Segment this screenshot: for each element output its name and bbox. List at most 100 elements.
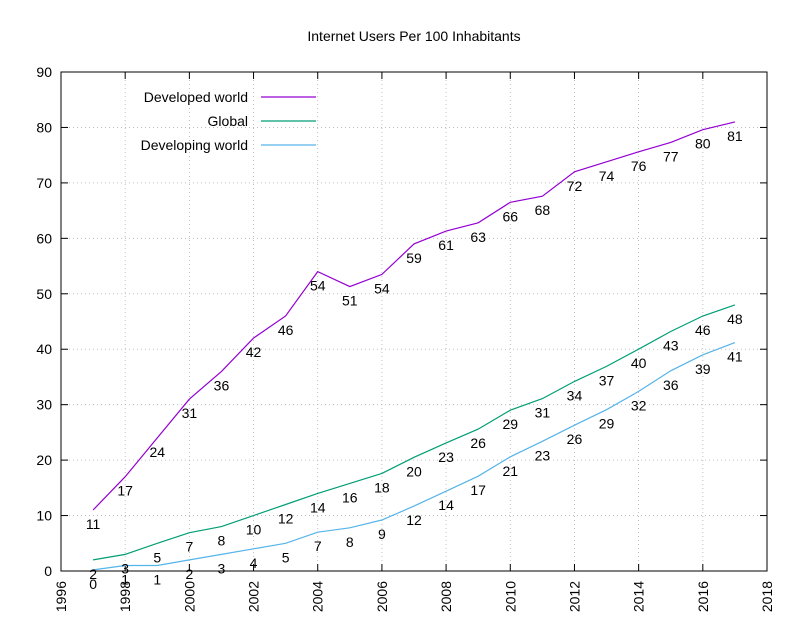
legend-label: Developing world xyxy=(141,137,248,153)
x-tick-label: 2000 xyxy=(181,581,197,612)
y-tick-label: 10 xyxy=(36,508,52,524)
y-tick-label: 90 xyxy=(36,64,52,80)
x-tick-labels: 1996 1998 2000 2002 2004 2006 2008 2010 2012 2014… xyxy=(53,581,775,612)
x-tick-label: 2002 xyxy=(246,581,262,612)
data-label: 59 xyxy=(406,250,422,266)
data-label: 2 xyxy=(89,566,97,582)
data-label: 12 xyxy=(406,512,422,528)
data-label: 12 xyxy=(278,510,294,526)
legend: Developed world Global Developing world xyxy=(141,89,316,153)
y-tick-label: 60 xyxy=(36,230,52,246)
data-label: 23 xyxy=(438,449,454,465)
data-label: 2 xyxy=(185,566,193,582)
y-tick-label: 50 xyxy=(36,286,52,302)
data-label: 68 xyxy=(535,202,551,218)
data-label: 3 xyxy=(218,560,226,576)
y-tick-label: 80 xyxy=(36,119,52,135)
data-label: 24 xyxy=(149,444,165,460)
y-tick-label: 70 xyxy=(36,175,52,191)
data-label: 54 xyxy=(310,278,326,294)
data-label: 14 xyxy=(310,499,326,515)
legend-label: Global xyxy=(208,113,248,129)
data-label: 11 xyxy=(86,516,101,532)
x-tick-label: 2012 xyxy=(566,581,582,612)
data-label: 32 xyxy=(631,397,647,413)
x-tick-label: 2010 xyxy=(502,581,518,612)
data-label: 37 xyxy=(599,372,615,388)
data-label: 0 xyxy=(89,576,97,592)
data-label: 74 xyxy=(599,168,615,184)
data-label: 39 xyxy=(695,361,711,377)
y-tick-label: 40 xyxy=(36,341,52,357)
series-line-0 xyxy=(92,121,736,511)
y-tick-label: 0 xyxy=(44,563,52,579)
plot-frame xyxy=(60,71,768,572)
data-label: 7 xyxy=(314,538,322,554)
data-label: 36 xyxy=(214,377,230,393)
data-label: 23 xyxy=(535,447,551,463)
data-label: 43 xyxy=(663,337,679,353)
y-tick-label: 30 xyxy=(36,397,52,413)
data-label: 20 xyxy=(406,463,422,479)
data-label: 26 xyxy=(470,435,486,451)
data-label: 3 xyxy=(121,560,129,576)
x-tick-label: 2014 xyxy=(631,581,647,612)
data-label: 17 xyxy=(117,483,133,499)
data-label: 46 xyxy=(695,322,711,338)
data-label: 9 xyxy=(378,526,386,542)
x-tick-label: 2006 xyxy=(374,581,390,612)
data-label: 10 xyxy=(246,522,262,538)
x-tick-label: 1996 xyxy=(53,581,69,612)
series-line-1 xyxy=(92,304,736,561)
x-tick-label: 2008 xyxy=(438,581,454,612)
data-label: 14 xyxy=(438,497,454,513)
data-label: 76 xyxy=(631,158,647,174)
x-tick-label: 2004 xyxy=(310,581,326,612)
data-label: 18 xyxy=(374,479,390,495)
data-label: 5 xyxy=(282,549,290,565)
y-tick-label: 20 xyxy=(36,452,52,468)
x-tick-label: 1998 xyxy=(117,581,133,612)
data-label: 31 xyxy=(182,405,198,421)
chart-title: Internet Users Per 100 Inhabitants xyxy=(307,28,520,44)
data-label: 40 xyxy=(631,355,647,371)
data-label: 34 xyxy=(567,387,583,403)
data-label: 4 xyxy=(250,555,258,571)
data-label: 31 xyxy=(535,405,551,421)
data-label: 80 xyxy=(695,136,711,152)
data-label: 81 xyxy=(727,128,743,144)
data-label: 66 xyxy=(502,208,518,224)
data-label: 26 xyxy=(567,431,583,447)
data-label: 8 xyxy=(346,534,354,550)
data-label: 72 xyxy=(567,178,583,194)
data-label: 7 xyxy=(185,539,193,555)
data-label: 77 xyxy=(663,148,679,164)
series-lines xyxy=(92,121,736,571)
grid-lines xyxy=(61,72,767,571)
data-label: 46 xyxy=(278,322,294,338)
data-label: 61 xyxy=(438,237,454,253)
data-label: 54 xyxy=(374,280,390,296)
series-line-2 xyxy=(93,342,736,571)
y-tick-labels: 0 10 20 30 40 50 60 70 80 90 xyxy=(36,64,52,579)
data-label: 29 xyxy=(502,416,518,432)
data-label: 48 xyxy=(727,311,743,327)
data-label: 8 xyxy=(218,533,226,549)
data-label: 5 xyxy=(153,549,161,565)
data-label: 36 xyxy=(663,377,679,393)
data-label: 16 xyxy=(342,489,358,505)
data-label: 1 xyxy=(121,571,129,587)
data-label: 51 xyxy=(342,293,358,309)
data-label: 17 xyxy=(470,482,486,498)
x-tick-label: 2016 xyxy=(695,581,711,612)
data-label: 63 xyxy=(470,229,486,245)
data-label: 29 xyxy=(599,416,615,432)
x-tick-label: 2018 xyxy=(759,581,775,612)
data-label: 41 xyxy=(727,349,743,365)
data-label: 21 xyxy=(502,463,518,479)
data-label: 42 xyxy=(246,344,262,360)
legend-label: Developed world xyxy=(144,89,248,105)
data-label: 1 xyxy=(153,571,161,587)
